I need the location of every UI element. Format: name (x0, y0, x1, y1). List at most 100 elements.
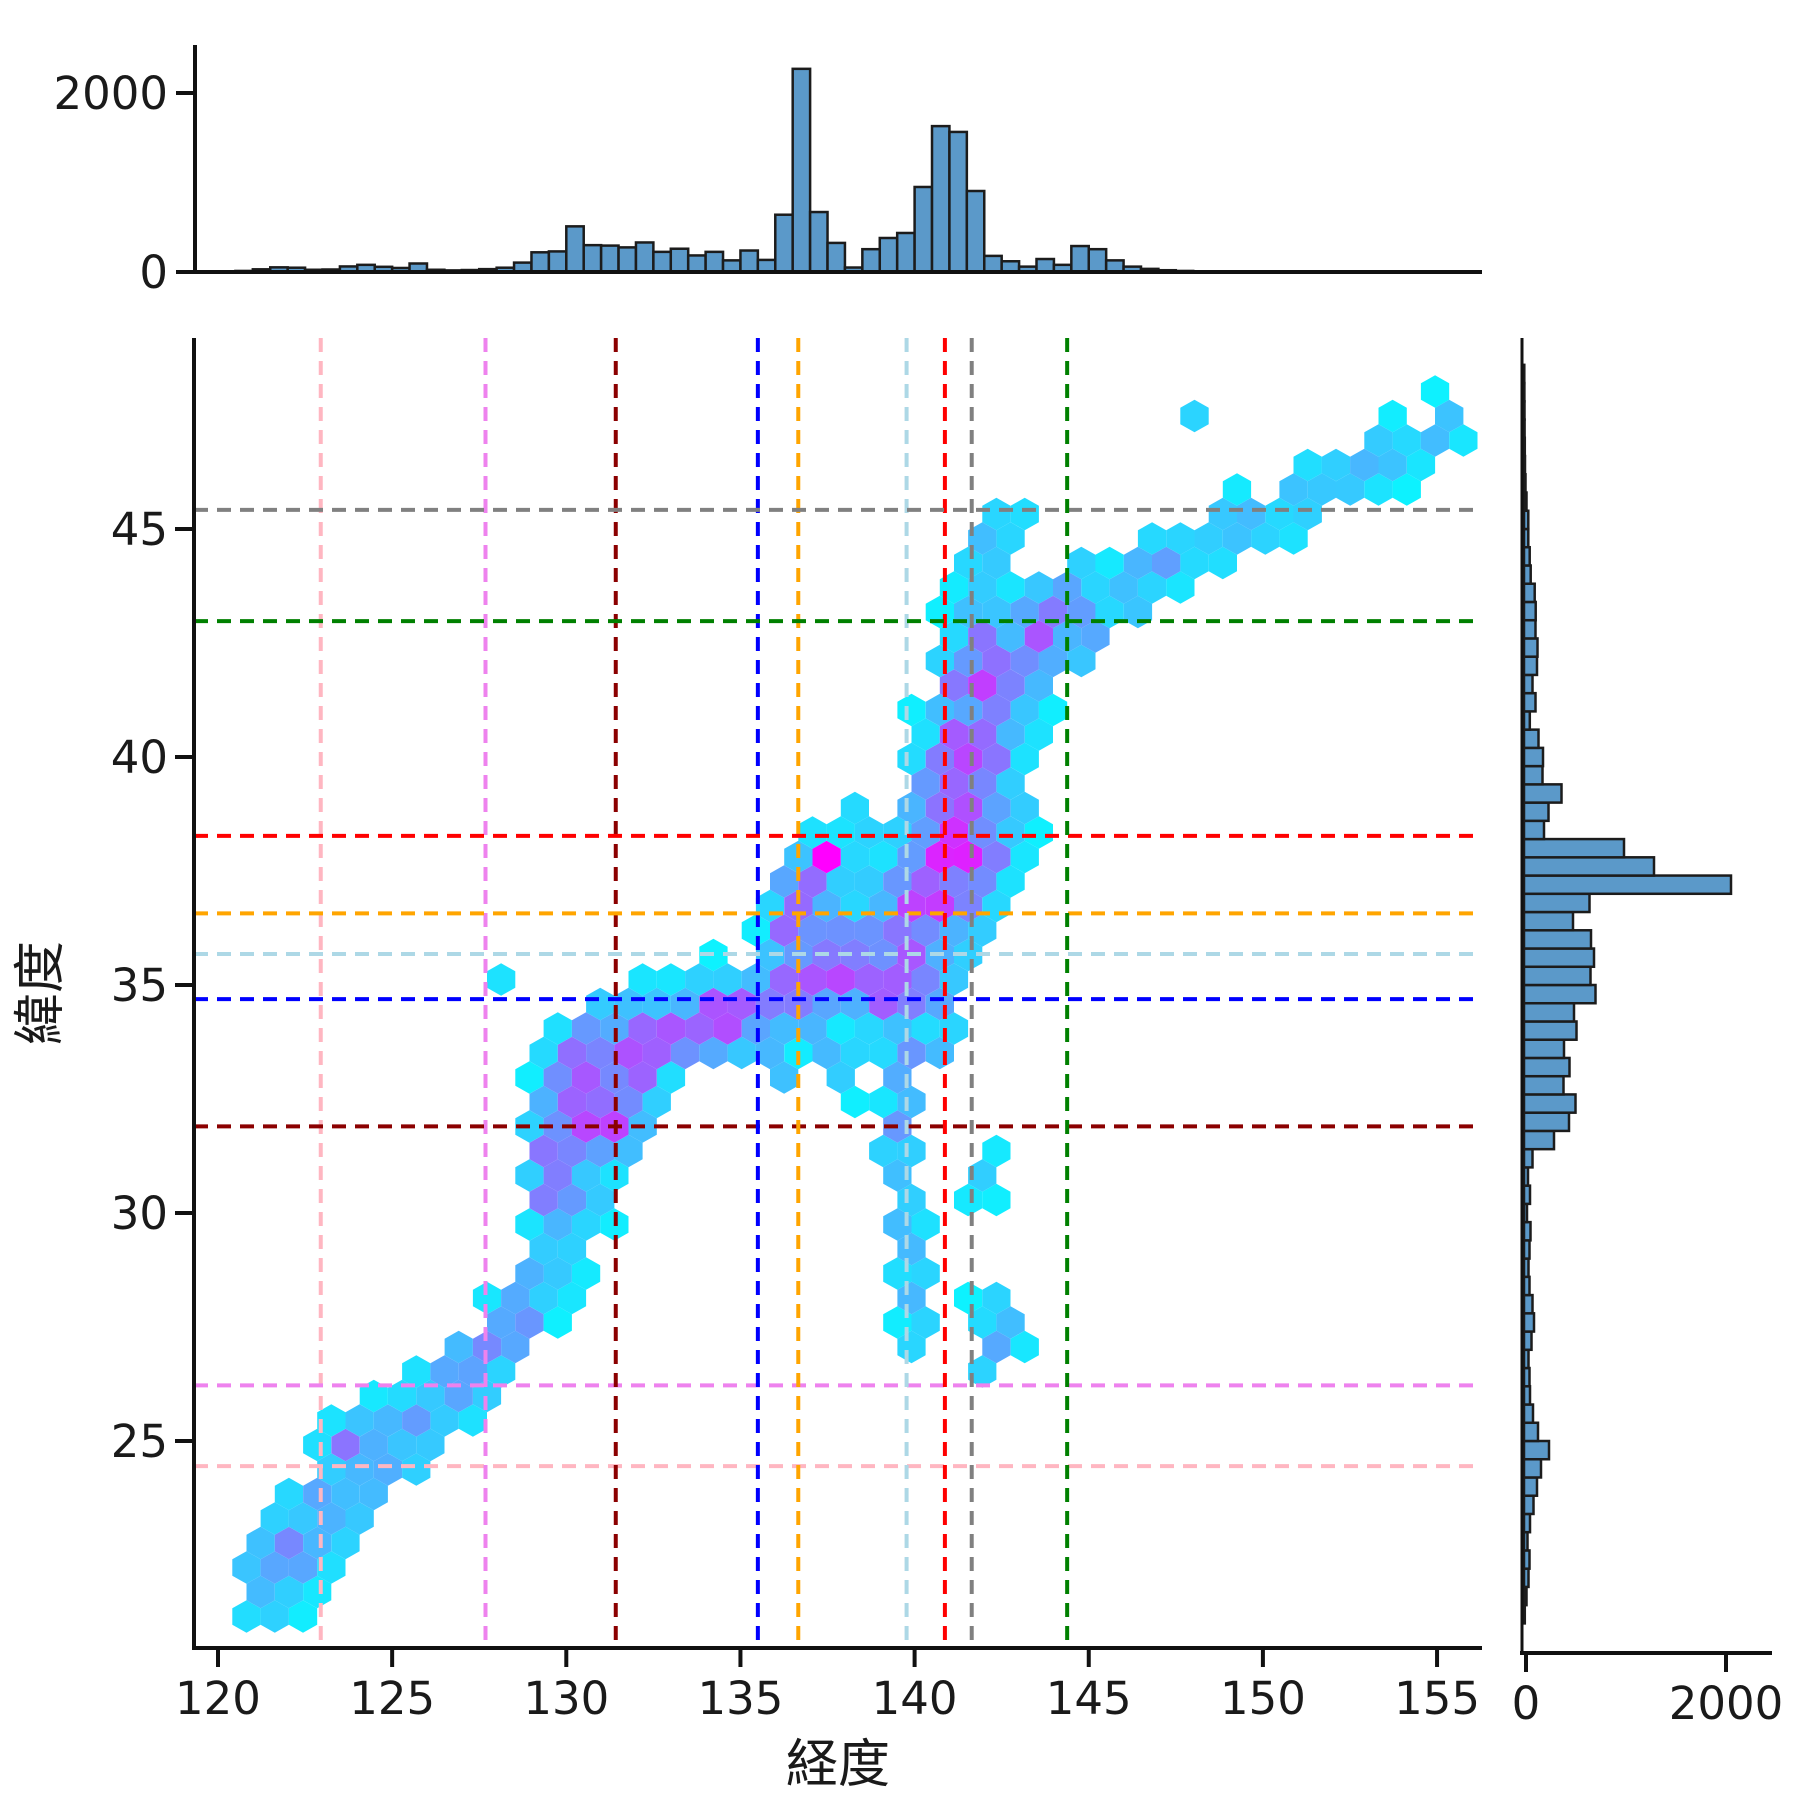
hex-cell (1350, 448, 1379, 482)
right-hist-bar (1522, 527, 1530, 549)
hex-cell (487, 963, 516, 996)
top-hist-bar (547, 250, 568, 274)
right-hist-bar (1522, 1366, 1531, 1388)
hex-cell (614, 1036, 643, 1070)
hex-cell (331, 1477, 360, 1511)
hex-cell (996, 669, 1025, 702)
right-hist-bar (1522, 764, 1544, 786)
top-hist-bar (686, 254, 707, 274)
hex-cell (487, 1306, 516, 1339)
right-hist-bar (1522, 892, 1591, 914)
reference-lines (194, 338, 1482, 1648)
hex-cell (246, 1526, 275, 1560)
hex-cell (402, 1453, 431, 1486)
x-tick-label: 120 (175, 1672, 261, 1725)
hex-cell (897, 742, 926, 776)
hex-cell (614, 1085, 643, 1119)
hex-cell (911, 1012, 940, 1045)
hex-cell (402, 1404, 431, 1437)
hex-cell (1321, 448, 1351, 482)
hex-cell (274, 1477, 303, 1511)
hex-cell (1364, 473, 1393, 506)
hex-cell (1109, 571, 1138, 604)
right-hist-bar (1522, 1421, 1540, 1443)
hex-cell (515, 1306, 544, 1339)
hex-cell (317, 1551, 346, 1584)
hex-cell (897, 1134, 926, 1168)
hex-cell (373, 1453, 403, 1486)
hex-cell (1251, 522, 1280, 555)
hex-cell (897, 693, 926, 727)
hex-cell (1435, 399, 1464, 433)
hex-cell (685, 963, 714, 996)
hex-cell (1038, 644, 1068, 678)
hex-cell (741, 1012, 770, 1045)
hex-cell (1152, 546, 1181, 580)
hex-cell (543, 1306, 572, 1339)
hex-cell (982, 497, 1011, 531)
hex-cell (1364, 424, 1393, 457)
hex-cell (1010, 840, 1039, 874)
hex-cell (260, 1502, 289, 1535)
right-hist-bar (1522, 1312, 1536, 1333)
top-hist-bar (774, 213, 794, 274)
hex-cell (982, 1330, 1011, 1364)
right-hist-bar (1522, 1239, 1531, 1260)
hex-cell (854, 1012, 884, 1045)
hex-cell (303, 1526, 332, 1560)
hex-cell (996, 620, 1025, 653)
right-hist-bar (1522, 1348, 1530, 1370)
right-hist-bar (1522, 655, 1539, 677)
x-tick-label: 130 (523, 1672, 609, 1725)
hex-cell (699, 987, 728, 1021)
hex-cell (869, 840, 898, 874)
y-tick-label: 25 (111, 1415, 168, 1468)
right-hist-bar (1522, 1184, 1532, 1206)
hex-cell (883, 816, 912, 849)
hex-cell (515, 1208, 544, 1241)
right-hist-bar (1522, 1074, 1565, 1096)
top-hist-bar (582, 243, 603, 274)
top-hist-bar (739, 249, 760, 274)
hex-cell (968, 767, 997, 800)
right-hist-bar (1522, 746, 1545, 768)
hex-cell (954, 791, 983, 825)
hex-cell (331, 1526, 360, 1560)
hex-cell (883, 1159, 912, 1192)
hex-cell (727, 1036, 756, 1070)
hex-cell (897, 1330, 926, 1364)
right-hist-bar (1522, 1038, 1566, 1060)
top-hist-bar (983, 254, 1003, 274)
hex-cell (1024, 718, 1053, 751)
hex-cell (1095, 546, 1124, 580)
hex-cell (1420, 424, 1450, 457)
hex-cell (1237, 497, 1266, 531)
hex-cell (345, 1502, 374, 1535)
y-tick-label: 40 (111, 731, 168, 784)
hex-cell (388, 1428, 417, 1462)
hex-cell (529, 1036, 558, 1070)
right-hist-bar (1522, 545, 1531, 567)
right-hist-bar (1522, 691, 1537, 713)
hex-cell (1067, 644, 1096, 678)
top-hist-bar (826, 241, 847, 274)
right-hist-bar (1522, 509, 1530, 531)
hex-cell (1293, 448, 1322, 482)
right-hist-bar (1522, 1385, 1532, 1406)
hex-cell (1449, 424, 1478, 457)
right-hist-bar (1522, 819, 1546, 841)
hex-cell (968, 522, 997, 555)
hex-cell (954, 644, 983, 678)
hex-cell (954, 1281, 983, 1315)
right-hist-bar (1522, 618, 1537, 640)
hex-cell (628, 1061, 657, 1094)
hex-cell (996, 718, 1025, 751)
right-hist-bar (1522, 1549, 1531, 1570)
hex-cell (1392, 424, 1421, 457)
hex-cell (1208, 497, 1237, 531)
hex-cell (741, 963, 770, 996)
top-hist-bar (634, 241, 655, 274)
top-hist-bar (808, 210, 829, 274)
hex-cell (671, 987, 700, 1021)
